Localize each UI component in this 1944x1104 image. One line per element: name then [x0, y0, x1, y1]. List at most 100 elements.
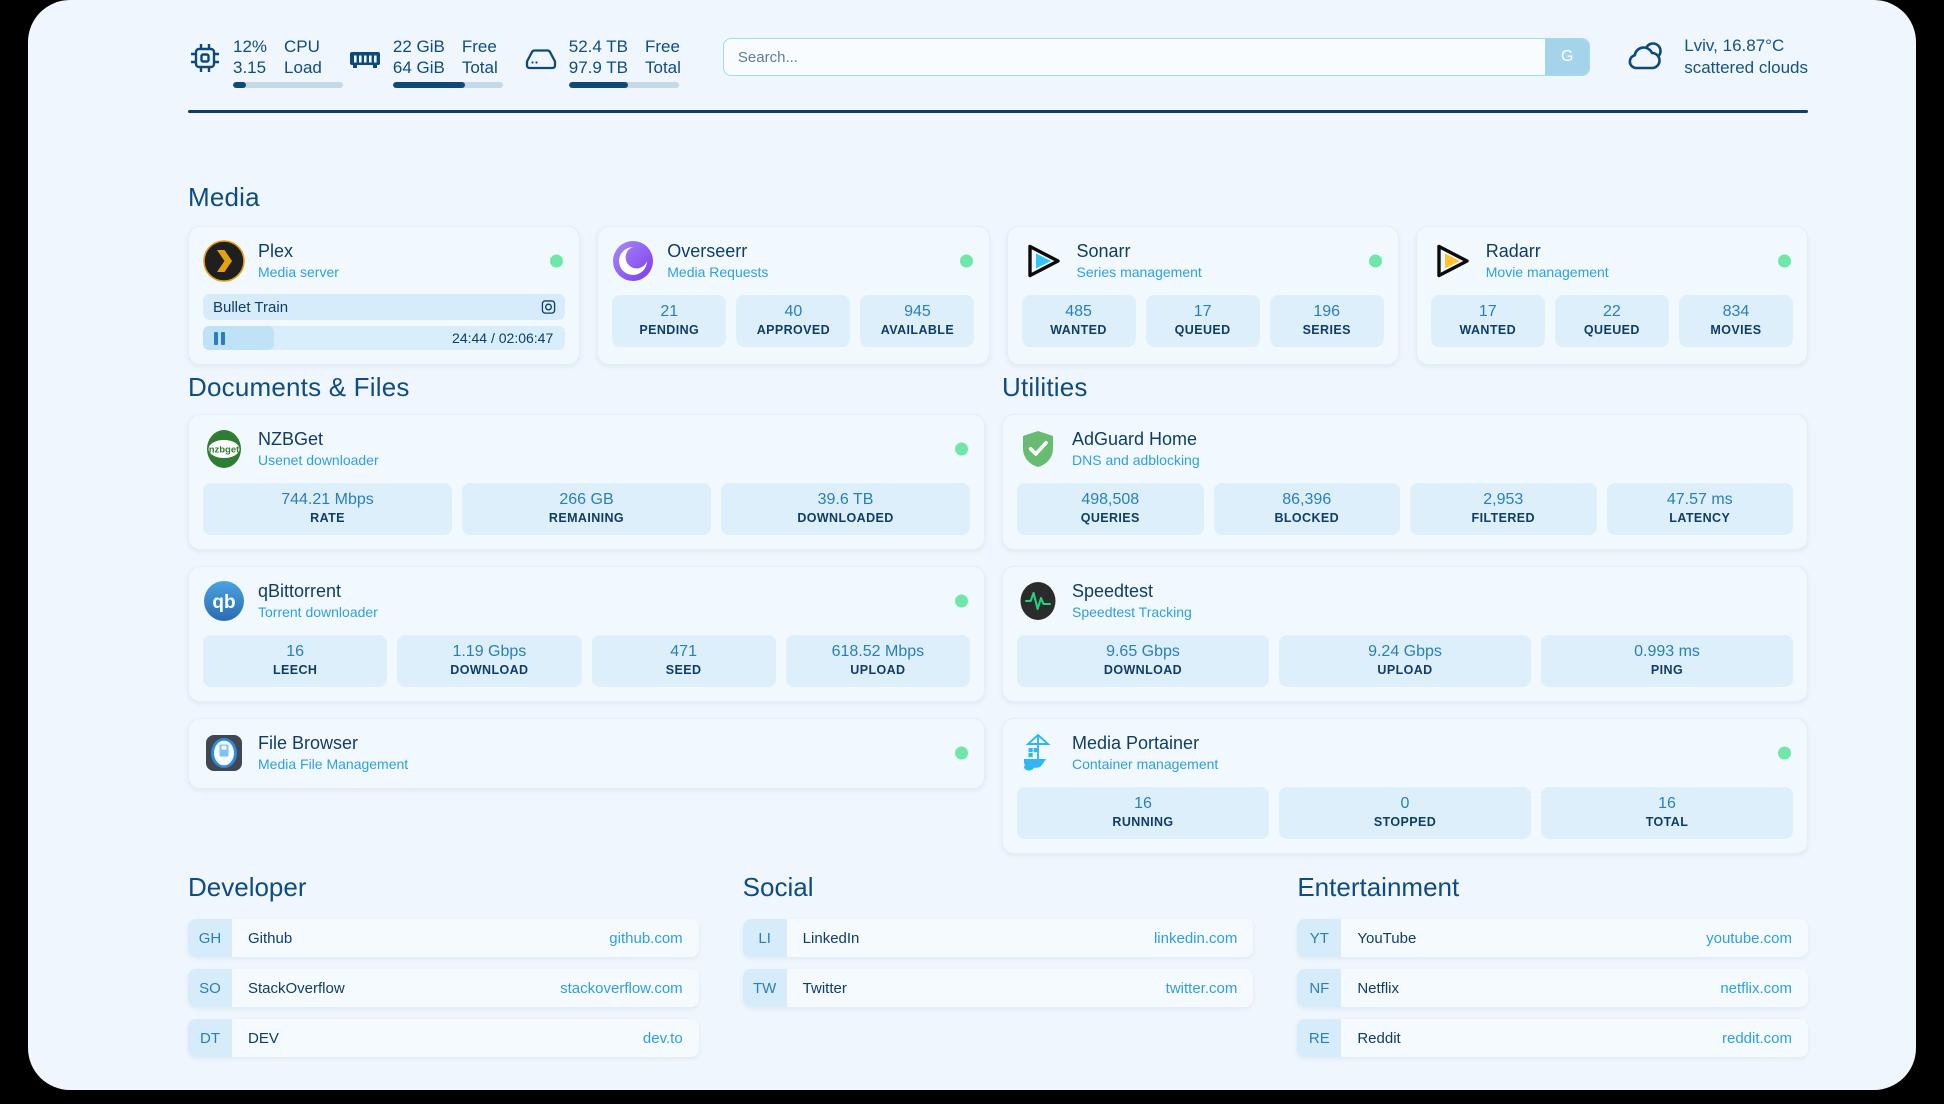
bookmark-abbr: GH: [188, 919, 232, 957]
service-card-file-browser[interactable]: File Browser Media File Management: [188, 718, 985, 789]
search-provider-button[interactable]: G: [1545, 39, 1590, 75]
bookmark-item[interactable]: RE Reddit reddit.com: [1297, 1019, 1809, 1057]
metric-label: DOWNLOAD: [450, 663, 529, 677]
bookmark-group-developer: Developer GH Github github.com SO StackO…: [188, 872, 699, 1069]
nzbget-logo: nzbget: [203, 428, 245, 470]
svg-text:nzbget: nzbget: [209, 445, 240, 456]
memory-icon: [348, 41, 382, 75]
metric-downloaded: 39.6 TB DOWNLOADED: [721, 483, 970, 535]
service-description: Torrent downloader: [258, 604, 378, 620]
service-card-qbittorrent[interactable]: qb qBittorrent Torrent downloader 16 LEE…: [188, 566, 985, 702]
service-card-sonarr[interactable]: Sonarr Series management 485 WANTED 17 Q…: [1006, 226, 1399, 365]
bookmark-url: twitter.com: [1165, 979, 1238, 997]
metric-value: 196: [1313, 303, 1341, 320]
metric-value: 834: [1722, 303, 1750, 320]
service-description: Media File Management: [258, 756, 409, 772]
metric-label: SERIES: [1302, 323, 1351, 337]
bookmark-item[interactable]: TW Twitter twitter.com: [742, 969, 1254, 1007]
metric-label: DOWNLOAD: [1103, 663, 1183, 677]
service-card-adguard-home[interactable]: AdGuard Home DNS and adblocking 498,508 …: [1002, 414, 1808, 550]
bookmark-group-social: Social LI LinkedIn linkedin.com TW Twitt…: [742, 872, 1254, 1069]
bookmark-url: linkedin.com: [1153, 929, 1238, 947]
bookmark-url: github.com: [609, 929, 683, 947]
bookmark-abbr: YT: [1297, 919, 1342, 957]
metric-row: 17 WANTED 22 QUEUED 834 MOVIES: [1430, 295, 1793, 347]
metric-row: 16 LEECH 1.19 Gbps DOWNLOAD 471 SEED 618…: [203, 635, 970, 687]
card-header: Media Portainer Container management: [1017, 732, 1793, 774]
service-card-media-portainer[interactable]: Media Portainer Container management 16 …: [1002, 718, 1808, 854]
service-card-overseerr[interactable]: Overseerr Media Requests 21 PENDING 40 A…: [597, 226, 990, 365]
bookmark-abbr: LI: [742, 919, 787, 957]
metric-approved: 40 APPROVED: [736, 295, 851, 347]
metric-pending: 21 PENDING: [612, 295, 727, 347]
bookmark-item[interactable]: GH Github github.com: [188, 919, 699, 957]
metric-value: 22: [1602, 303, 1621, 320]
metric-label: UPLOAD: [1377, 663, 1433, 677]
bookmark-item[interactable]: YT YouTube youtube.com: [1297, 919, 1809, 957]
metric-queued: 22 QUEUED: [1554, 295, 1669, 347]
card-header: Sonarr Series management: [1022, 240, 1384, 282]
bookmark-item[interactable]: SO StackOverflow stackoverflow.com: [188, 969, 699, 1007]
search-bar[interactable]: G: [722, 38, 1591, 76]
bookmark-abbr: TW: [742, 969, 787, 1007]
now-playing-progress[interactable]: 24:44 / 02:06:47: [203, 326, 566, 350]
service-name: Speedtest: [1072, 581, 1154, 601]
bookmark-url: youtube.com: [1706, 929, 1793, 947]
header-divider: [188, 110, 1808, 113]
overseerr-logo: [612, 240, 654, 282]
metric-label: LEECH: [272, 663, 318, 677]
bookmark-group-title: Developer: [188, 872, 307, 902]
metric-value: 21: [660, 303, 679, 320]
sonarr-logo: [1022, 240, 1064, 282]
metric-value: 266 GB: [559, 491, 614, 508]
now-playing-title: Bullet Train: [213, 298, 289, 316]
metric-latency: 47.57 ms LATENCY: [1606, 483, 1793, 535]
bookmark-group-title: Social: [742, 872, 814, 902]
stat-value-primary: 22 GiB: [392, 37, 445, 56]
metric-value: 86,396: [1282, 491, 1332, 508]
stat-value-primary: 52.4 TB: [568, 37, 628, 56]
gear-icon[interactable]: [541, 300, 556, 315]
metric-value: 471: [670, 643, 697, 660]
service-card-plex[interactable]: Plex Media server Bullet Train 24:44 / 0…: [188, 226, 581, 365]
metric-label: UPLOAD: [850, 663, 906, 677]
bookmark-url: netflix.com: [1720, 979, 1793, 997]
service-description: DNS and adblocking: [1072, 452, 1200, 468]
pause-icon[interactable]: [214, 331, 225, 345]
service-name: Plex: [258, 241, 294, 261]
stat-progress-bar: [568, 82, 679, 88]
utilities-card-list: AdGuard Home DNS and adblocking 498,508 …: [1002, 414, 1808, 854]
bookmark-item[interactable]: DT DEV dev.to: [188, 1019, 699, 1057]
service-name: AdGuard Home: [1072, 429, 1198, 449]
metric-row: 9.65 Gbps DOWNLOAD 9.24 Gbps UPLOAD 0.99…: [1017, 635, 1793, 687]
search-input[interactable]: [723, 39, 1546, 75]
metric-label: STOPPED: [1373, 815, 1437, 829]
metric-value: 16: [1134, 795, 1152, 812]
portainer-logo: [1017, 732, 1059, 774]
metric-value: 16: [286, 643, 305, 660]
service-card-nzbget[interactable]: nzbget NZBGet Usenet downloader 744.21 M…: [188, 414, 985, 550]
now-playing-title-bar[interactable]: Bullet Train: [203, 294, 566, 320]
card-header: Plex Media server: [203, 240, 565, 282]
stat-label-primary: CPU: [284, 37, 320, 56]
service-name: Media Portainer: [1072, 733, 1200, 753]
bookmark-abbr: SO: [188, 969, 232, 1007]
stat-value-secondary: 97.9 TB: [568, 58, 628, 77]
service-card-speedtest[interactable]: Speedtest Speedtest Tracking 9.65 Gbps D…: [1002, 566, 1808, 702]
stat-label-secondary: Total: [645, 58, 681, 77]
status-indicator-online: [1778, 254, 1791, 268]
status-indicator-online: [955, 746, 968, 760]
media-card-grid: Plex Media server Bullet Train 24:44 / 0…: [188, 226, 1808, 365]
stat-value-primary: 12%: [233, 37, 268, 56]
bookmark-url: dev.to: [642, 1029, 683, 1047]
metric-label: MOVIES: [1710, 323, 1762, 337]
system-stats: 12% 3.15 CPU Load 22 GiB 64 GiB: [188, 36, 681, 88]
bookmark-item[interactable]: NF Netflix netflix.com: [1297, 969, 1809, 1007]
metric-value: 498,508: [1081, 491, 1140, 508]
bookmark-name: YouTube: [1357, 929, 1417, 947]
system-stat-memory: 22 GiB 64 GiB Free Total: [348, 36, 503, 88]
bookmark-item[interactable]: LI LinkedIn linkedin.com: [742, 919, 1254, 957]
service-card-radarr[interactable]: Radarr Movie management 17 WANTED 22 QUE…: [1415, 226, 1808, 365]
metric-running: 16 RUNNING: [1017, 787, 1269, 839]
metric-label: TOTAL: [1645, 815, 1689, 829]
